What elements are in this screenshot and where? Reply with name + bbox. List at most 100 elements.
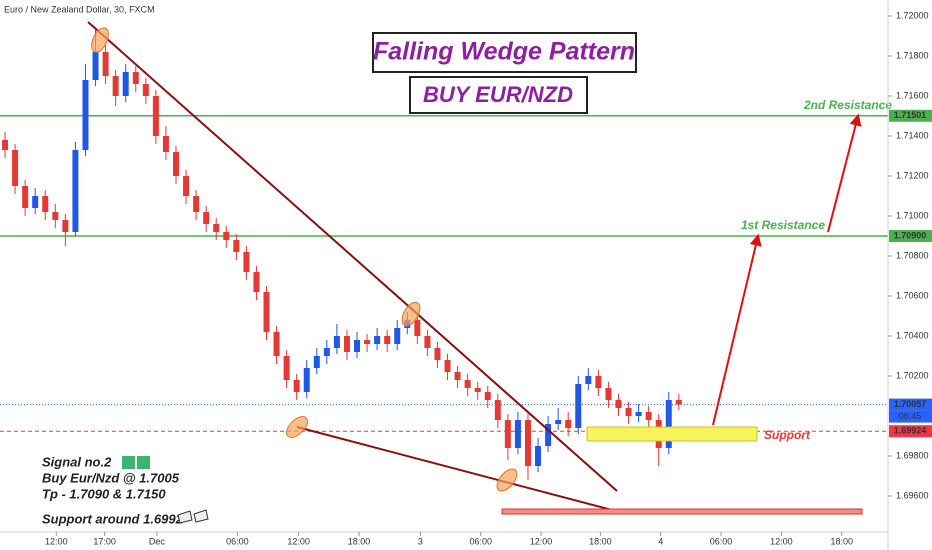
touch-point (401, 301, 421, 327)
candle-body (323, 348, 330, 356)
icon (177, 509, 209, 524)
arrow (827, 113, 862, 233)
x-tick-label: 06:00 (710, 536, 733, 546)
arrow (712, 233, 762, 426)
x-tick-label: 17:00 (93, 536, 116, 546)
y-tick-label: 1.69600 (896, 490, 929, 500)
candle-body (22, 186, 29, 208)
price-marker-label: 1.69924 (894, 426, 927, 436)
countdown-box (889, 410, 932, 423)
candle-body (263, 292, 270, 332)
candle-body (32, 196, 39, 208)
price-marker-label: 1.71501 (894, 110, 927, 120)
candle-body (333, 336, 340, 348)
candle-body (193, 196, 200, 212)
candle-body (253, 272, 260, 292)
candle-body (645, 412, 652, 420)
action-label: BUY EUR/NZD (423, 82, 573, 107)
candle-body (605, 388, 612, 400)
support-zone (586, 426, 758, 442)
candles (2, 30, 682, 480)
candle-body (384, 336, 391, 344)
pattern-label: Falling Wedge Pattern (373, 38, 635, 66)
candle-body (112, 76, 119, 96)
candle-body (434, 348, 441, 360)
price-lines (0, 115, 888, 432)
candle-body (494, 400, 501, 420)
x-tick-label: 18:00 (589, 536, 612, 546)
candle-body (454, 372, 461, 380)
y-tick-label: 1.70400 (896, 330, 929, 340)
candle-body (172, 152, 179, 176)
price-marker (889, 398, 932, 411)
price-marker-label: 1.70900 (894, 230, 927, 240)
candle-body (12, 150, 19, 186)
candle-body (535, 446, 542, 466)
resistance-label: 1st Resistance (741, 218, 825, 232)
candle-body (92, 52, 99, 80)
y-tick-label: 1.72000 (896, 10, 929, 20)
candle-body (42, 196, 49, 212)
candle-body (484, 392, 491, 400)
countdown: 06:45 (899, 411, 922, 421)
candle-body (142, 84, 149, 96)
touch-points (91, 27, 518, 492)
candle-body (293, 380, 300, 392)
candle-body (504, 420, 511, 448)
candle-body (2, 140, 9, 150)
x-tick-label: 12:00 (287, 536, 310, 546)
candle-body (273, 332, 280, 356)
y-tick-label: 1.71800 (896, 50, 929, 60)
candle-body (62, 220, 69, 232)
wedge-upper-line (87, 21, 618, 492)
touch-point (496, 468, 518, 492)
candle-body (555, 420, 562, 424)
y-tick-label: 1.70600 (896, 290, 929, 300)
x-tick-label: 4 (658, 536, 663, 546)
signal-text: Signal no.2 (42, 454, 112, 469)
candle-body (122, 72, 129, 96)
candle-body (233, 240, 240, 252)
y-tick-label: 1.71400 (896, 130, 929, 140)
entry-text: Buy Eur/Nzd @ 1.7005 (42, 470, 180, 485)
candle-body (72, 150, 79, 232)
pattern-box (372, 32, 637, 73)
support-note: Support around 1.6992 (42, 511, 184, 526)
x-tick-label: Dec (149, 536, 166, 546)
candle-body (565, 420, 572, 428)
x-tick-label: 12:00 (45, 536, 68, 546)
touch-point (91, 27, 109, 53)
y-tick-label: 1.70800 (896, 250, 929, 260)
candle-body (223, 232, 230, 240)
candle-body (313, 356, 320, 368)
targets-text: Tp - 1.7090 & 1.7150 (42, 486, 166, 501)
touch-point (286, 416, 308, 438)
candle-body (303, 368, 310, 392)
candle-body (545, 424, 552, 446)
candle-body (635, 412, 642, 416)
candle-body (283, 356, 290, 380)
price-marker-label: 1.70057 (894, 399, 927, 409)
candle-body (162, 136, 169, 152)
icon (122, 456, 135, 469)
candle-body (414, 320, 421, 336)
candle-body (394, 328, 401, 344)
axes: 1.72000 1.71800 1.71600 1.71400 1.71200 1.710… (45, 10, 932, 546)
candle-body (102, 52, 109, 76)
candle-body (132, 72, 139, 84)
candle-body (474, 388, 481, 392)
price-marker (889, 109, 932, 122)
candle-body (183, 176, 190, 196)
candle-body (585, 376, 592, 384)
candle-body (424, 336, 431, 348)
chart-title: Euro / New Zealand Dollar, 30, FXCM (4, 4, 155, 14)
resistance-label: 2nd Resistance (803, 98, 892, 112)
price-marker (889, 425, 932, 438)
candle-body (213, 224, 220, 232)
x-tick-label: 06:00 (469, 536, 492, 546)
candle-body (514, 420, 521, 448)
candle-body (595, 376, 602, 388)
support-label: Support (764, 428, 811, 442)
price-marker (889, 230, 932, 242)
